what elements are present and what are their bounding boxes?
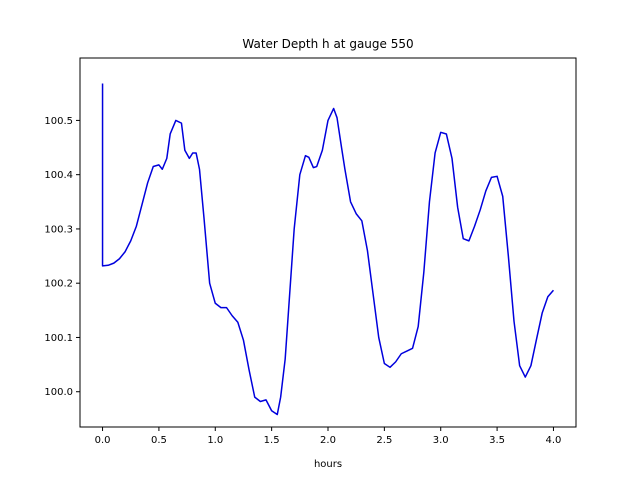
- x-tick-label: 2.5: [376, 435, 392, 446]
- plot-area: [101, 83, 555, 416]
- chart-title: Water Depth h at gauge 550: [242, 37, 413, 51]
- x-tick-label: 3.0: [433, 435, 449, 446]
- x-tick-label: 2.0: [320, 435, 336, 446]
- y-tick-label: 100.1: [44, 333, 73, 344]
- x-axis: 0.0 0.5 1.0 1.5 2.0 2.5 3.0 3.5 4.0: [95, 427, 562, 446]
- x-tick-label: 0.0: [95, 435, 111, 446]
- y-tick-label: 100.0: [44, 387, 73, 398]
- x-tick-label: 0.5: [151, 435, 167, 446]
- y-tick-label: 100.2: [44, 279, 73, 290]
- y-tick-label: 100.4: [44, 170, 73, 181]
- x-tick-label: 1.0: [207, 435, 223, 446]
- x-tick-label: 3.5: [489, 435, 505, 446]
- x-axis-label: hours: [314, 459, 342, 470]
- y-axis: 100.0 100.1 100.2 100.3 100.4 100.5: [44, 116, 80, 398]
- x-tick-label: 4.0: [546, 435, 562, 446]
- x-tick-label: 1.5: [264, 435, 280, 446]
- series-line: [101, 83, 555, 416]
- y-tick-label: 100.3: [44, 224, 73, 235]
- y-tick-label: 100.5: [44, 116, 73, 127]
